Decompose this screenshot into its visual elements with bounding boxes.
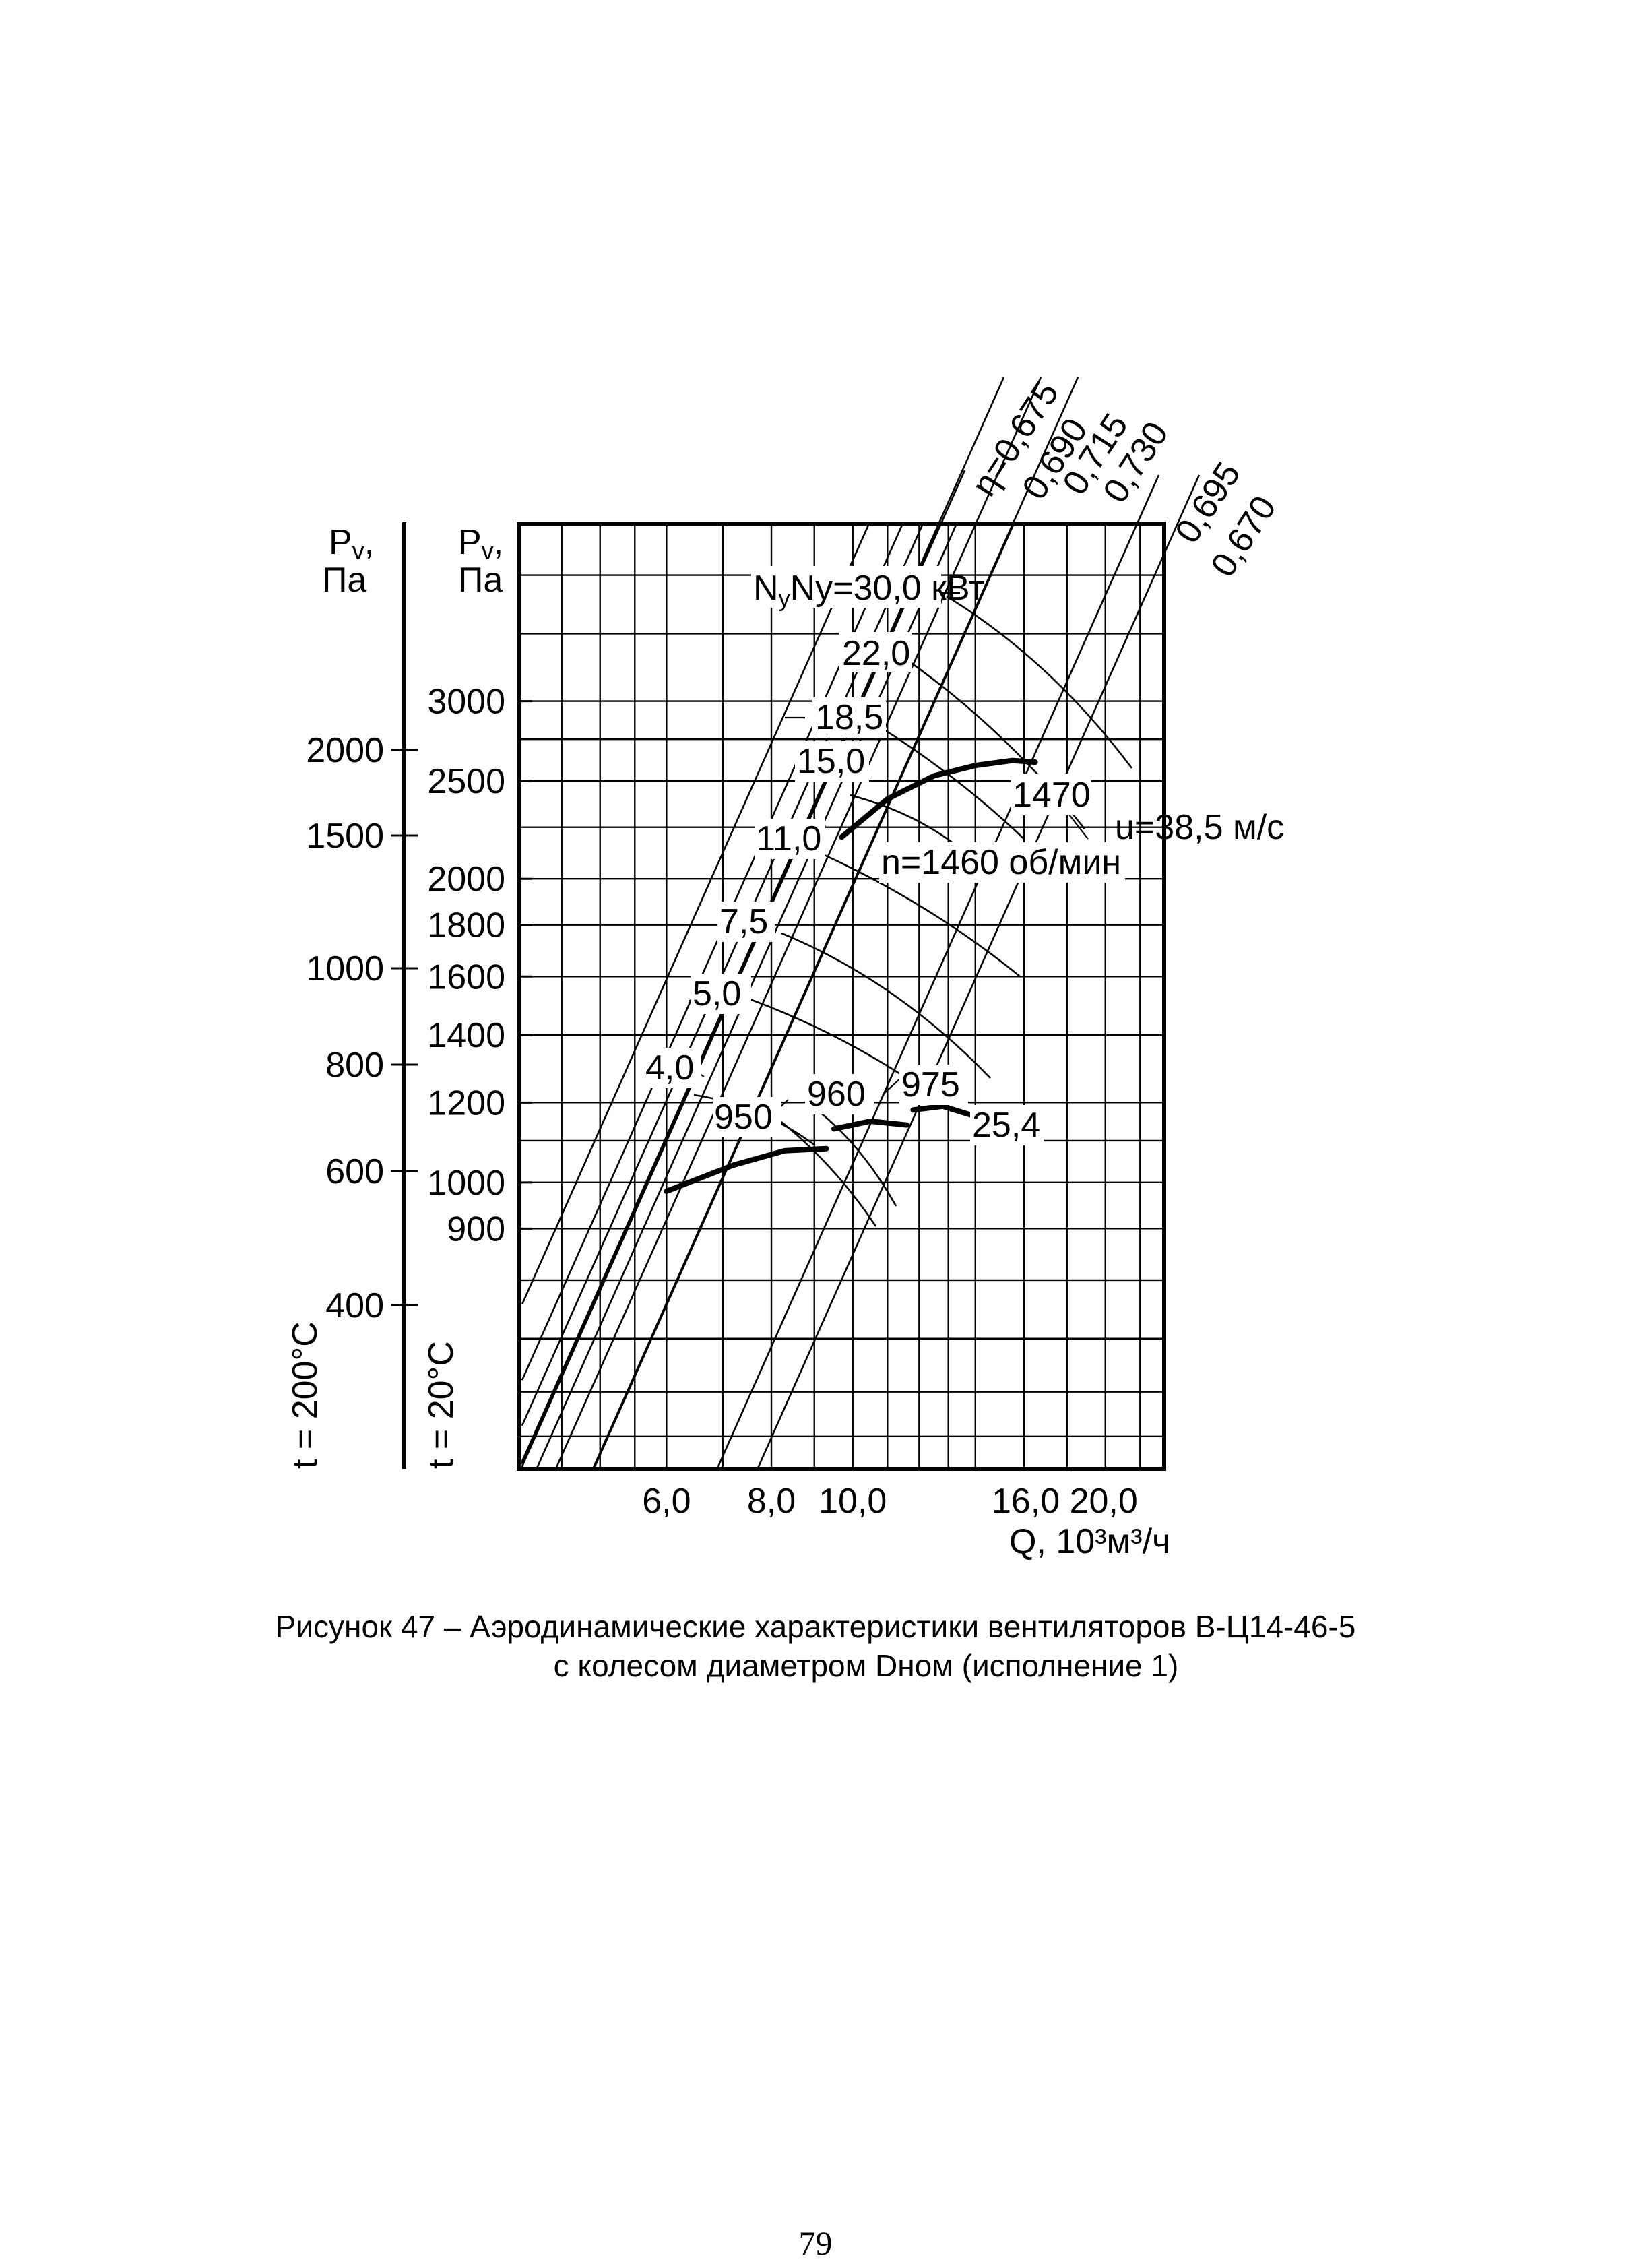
y-inner-tick-label: 1600 bbox=[427, 957, 505, 997]
eff-line-3 bbox=[591, 377, 1079, 1470]
plot-border bbox=[517, 522, 1166, 1471]
power-label-18-5: 18,5 bbox=[815, 698, 883, 737]
y-outer-tick-label: 2000 bbox=[306, 731, 384, 770]
x-ticks: 6,0 8,0 10,0 16,0 20,0 bbox=[642, 1482, 1138, 1521]
y-title-outer-pv: Pv, bbox=[329, 523, 374, 565]
power-arc-30 bbox=[946, 595, 1133, 769]
y-inner-tick-label: 1200 bbox=[427, 1083, 505, 1123]
x-axis-title: Q, 10³м³/ч bbox=[1009, 1522, 1170, 1561]
eff-line-0 bbox=[520, 470, 966, 1470]
speed-curve-1 bbox=[664, 1145, 829, 1194]
power-arcs bbox=[693, 595, 1133, 1227]
power-label-7-5: 7,5 bbox=[719, 902, 768, 941]
speed-curve-3 bbox=[910, 1103, 976, 1119]
y-inner-tick-label: 1400 bbox=[427, 1016, 505, 1055]
power-arc-7-5 bbox=[781, 932, 991, 1079]
y-inner-tick-label: 900 bbox=[447, 1209, 505, 1249]
speed-curves bbox=[664, 757, 1038, 1194]
y-title-inner-pv: Pv, bbox=[458, 523, 503, 565]
power-labels: NуNy=30,0 кВт 22,0 18,5 15,0 11,0 7,5 5,… bbox=[643, 566, 1044, 1145]
eff-bg-line-5 bbox=[593, 523, 1015, 1470]
y-title-inner-unit: Па bbox=[458, 561, 503, 600]
y-inner-tick-label: 1800 bbox=[427, 906, 505, 945]
power-label-11: 11,0 bbox=[756, 819, 821, 858]
x-tick-label: 10,0 bbox=[819, 1482, 887, 1521]
y-title-outer-unit: Па bbox=[322, 561, 366, 600]
y-condition-inner: t = 20°C bbox=[422, 1341, 461, 1469]
power-arc-15 bbox=[850, 794, 957, 847]
power-arc-18-5 bbox=[875, 723, 1025, 840]
speed-curve-0 bbox=[839, 757, 1038, 840]
y-outer-tick-label: 400 bbox=[325, 1286, 384, 1325]
y-outer-tick-label: 600 bbox=[325, 1152, 384, 1191]
speed-label-1470: 1470 bbox=[1013, 776, 1091, 815]
power-arc-11 bbox=[818, 851, 1021, 978]
figure-caption: Рисунок 47 – Аэродинамические характерис… bbox=[0, 1607, 1631, 1685]
eff-bg-line-0 bbox=[521, 523, 870, 1305]
y-axis-titles: Pv, Па Pv, Па t = 200°C t = 20°C bbox=[286, 523, 503, 1469]
power-label-22: 22,0 bbox=[842, 634, 910, 673]
y-outer-tick-label: 800 bbox=[325, 1046, 384, 1085]
speed-label-975: 975 bbox=[901, 1065, 960, 1104]
speed-label-u: u=38,5 м/с bbox=[1115, 808, 1284, 847]
y-ticks-inner: 900 1000 1200 1400 1600 1800 2000 2500 3000 bbox=[427, 683, 532, 1249]
speed-labels: 1470 n=1460 об/мин u=38,5 м/с 950 960 97… bbox=[713, 774, 1284, 1137]
x-tick-label: 16,0 20,0 bbox=[992, 1482, 1138, 1521]
power-arc-low-b bbox=[814, 1107, 897, 1207]
efficiency-lines bbox=[517, 377, 1201, 1470]
y-condition-outer: t = 200°C bbox=[286, 1321, 325, 1469]
y-outer-tick-label: 1000 bbox=[306, 949, 384, 988]
y-ticks-outer: 400 600 800 1000 1500 2000 bbox=[306, 731, 418, 1325]
speed-curve-2 bbox=[831, 1118, 909, 1132]
eff-line-5 bbox=[757, 474, 1201, 1470]
page-number: 79 bbox=[798, 2224, 833, 2262]
y-inner-tick-label: 1000 bbox=[427, 1164, 505, 1203]
y-inner-tick-label: 2500 bbox=[427, 762, 505, 801]
eff-line-4 bbox=[716, 474, 1160, 1470]
power-label-25-4: 25,4 bbox=[972, 1106, 1040, 1145]
speed-label-960: 960 bbox=[807, 1075, 866, 1114]
eff-line-2 bbox=[554, 377, 1042, 1470]
x-tick-label: 6,0 bbox=[642, 1482, 691, 1521]
caption-line-1: Рисунок 47 – Аэродинамические характерис… bbox=[275, 1609, 1356, 1644]
y-outer-tick-label: 1500 bbox=[306, 817, 384, 856]
y-inner-tick-label: 2000 bbox=[427, 860, 505, 899]
caption-line-2: с колесом диаметром Dном (исполнение 1) bbox=[553, 1648, 1179, 1683]
power-label-4: 4,0 bbox=[645, 1048, 694, 1088]
power-label-30: NуNy=30,0 кВт bbox=[753, 569, 985, 612]
y-inner-tick-label: 3000 bbox=[427, 683, 505, 722]
x-tick-label: 8,0 bbox=[747, 1482, 796, 1521]
power-arc-low-a bbox=[781, 1121, 877, 1227]
power-label-15: 15,0 bbox=[797, 742, 865, 781]
speed-label-950: 950 bbox=[714, 1098, 773, 1137]
power-label-5: 5,0 bbox=[693, 974, 741, 1013]
speed-label-1460: n=1460 об/мин bbox=[881, 843, 1121, 882]
